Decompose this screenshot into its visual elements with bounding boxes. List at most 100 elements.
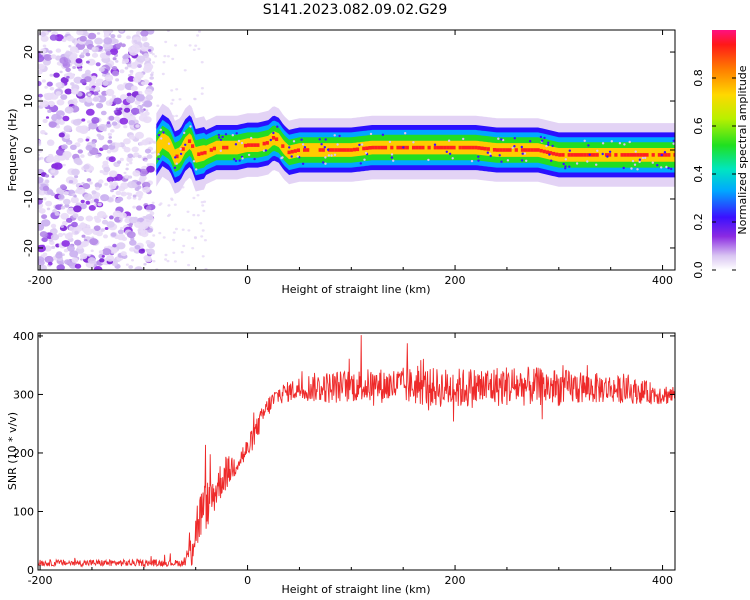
ridge-peak — [247, 143, 251, 147]
ridge-speck — [447, 139, 451, 142]
noise-speck — [108, 156, 116, 163]
noise-speck — [145, 240, 151, 245]
noise-speck — [131, 259, 134, 262]
ridge-speck — [281, 156, 284, 159]
noise-speck — [163, 54, 167, 58]
noise-speck — [120, 192, 125, 196]
noise-speck — [58, 132, 65, 138]
noise-speck — [166, 55, 170, 58]
noise-speck — [54, 211, 60, 216]
ridge-peak — [530, 148, 534, 152]
ridge-speck — [543, 136, 546, 140]
ridge-peak — [567, 153, 571, 157]
ridge-speck — [301, 162, 305, 165]
ridge-speck — [327, 154, 331, 157]
noise-speck — [124, 174, 130, 179]
ridge-speck — [583, 139, 586, 142]
noise-speck — [113, 110, 118, 113]
ridge-speck — [513, 137, 516, 140]
ridge-speck — [219, 138, 223, 141]
noise-speck — [44, 94, 52, 101]
noise-speck — [117, 233, 126, 241]
ridge-speck — [660, 166, 663, 169]
noise-speck — [125, 167, 129, 171]
ridge-peak — [576, 153, 581, 157]
noise-speck — [112, 243, 117, 248]
y-tick-label: 0 — [22, 147, 35, 154]
ridge-peak — [209, 148, 213, 152]
noise-speck — [44, 85, 48, 89]
noise-speck — [69, 250, 79, 258]
ridge-speck — [322, 161, 325, 164]
noise-speck — [96, 133, 102, 137]
noise-speck — [135, 124, 140, 128]
ridge-peak — [520, 148, 525, 152]
noise-speck — [136, 205, 143, 211]
ridge-peak — [464, 145, 469, 150]
noise-speck — [91, 190, 97, 195]
noise-speck — [61, 38, 67, 43]
ridge-speck — [462, 137, 465, 141]
spectrogram-y-axis-label: Frequency (Hz) — [6, 109, 19, 192]
noise-speck — [38, 63, 45, 70]
noise-speck — [156, 104, 160, 107]
ridge-speck — [195, 168, 198, 171]
ridge-peak — [396, 145, 400, 150]
noise-speck — [152, 234, 156, 237]
noise-speck — [61, 144, 68, 150]
spectrogram-noise-region — [38, 30, 208, 270]
noise-speck — [48, 121, 57, 128]
ridge-speck — [663, 151, 667, 154]
noise-speck — [60, 225, 64, 229]
noise-speck — [115, 142, 122, 148]
noise-speck — [42, 197, 47, 201]
noise-speck — [40, 130, 46, 135]
ridge-speck — [233, 158, 236, 161]
ridge-peak — [461, 145, 465, 150]
ridge-speck — [511, 146, 514, 149]
snr-y-axis-label: SNR (10 * v/v) — [6, 412, 19, 490]
ridge-speck — [330, 154, 333, 157]
noise-speck — [98, 250, 104, 254]
noise-speck — [117, 160, 122, 164]
ridge-speck — [276, 125, 279, 128]
noise-speck — [53, 72, 60, 78]
noise-speck — [71, 221, 78, 228]
noise-speck — [80, 52, 85, 56]
ridge-peak — [458, 145, 462, 150]
noise-speck — [117, 34, 122, 38]
noise-speck — [170, 198, 174, 201]
ridge-peak — [514, 148, 518, 152]
ridge-peak — [502, 148, 506, 152]
colorbar-tick-label: 0.6 — [692, 117, 705, 135]
noise-speck — [77, 149, 84, 154]
ridge-peak — [626, 153, 630, 157]
noise-speck — [104, 74, 114, 82]
noise-speck — [100, 194, 110, 202]
ridge-speck — [324, 138, 327, 141]
noise-speck — [87, 32, 97, 40]
noise-speck — [145, 109, 149, 112]
ridge-peak — [191, 144, 195, 148]
ridge-peak — [552, 151, 556, 156]
noise-speck — [70, 144, 77, 150]
noise-speck — [103, 166, 111, 173]
noise-speck — [62, 233, 66, 236]
noise-speck — [174, 227, 178, 231]
ridge-peak — [496, 148, 500, 152]
ridge-peak — [449, 145, 453, 150]
noise-speck — [114, 116, 120, 122]
noise-speck — [109, 215, 114, 220]
noise-speck — [48, 156, 55, 162]
ridge-speck — [292, 140, 296, 143]
noise-speck — [83, 193, 93, 201]
ridge-peak — [340, 148, 344, 152]
noise-speck — [141, 139, 150, 146]
noise-speck — [180, 251, 184, 254]
noise-speck — [123, 125, 128, 129]
noise-speck — [200, 235, 204, 238]
noise-speck — [200, 201, 204, 204]
y-tick-label: 300 — [13, 388, 34, 401]
noise-speck — [117, 229, 124, 235]
noise-speck — [182, 244, 186, 248]
